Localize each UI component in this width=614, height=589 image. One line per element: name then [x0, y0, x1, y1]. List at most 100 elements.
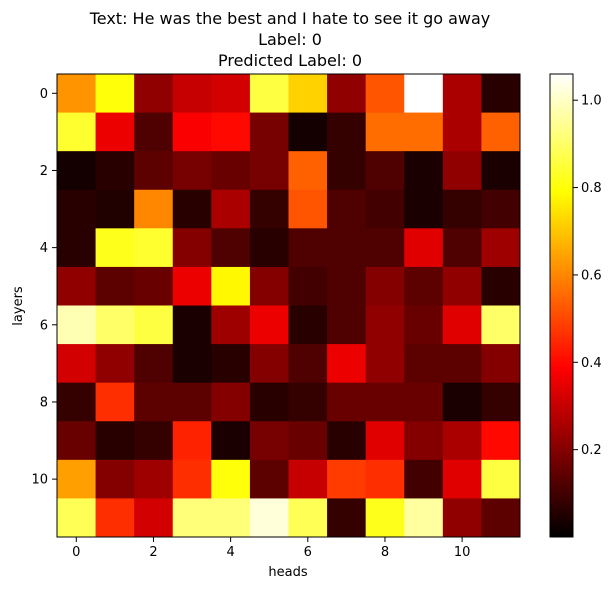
heatmap-cell-r9-c8 [365, 421, 405, 461]
y-tick-label: 8 [40, 395, 48, 410]
x-tick-label: 4 [226, 545, 234, 560]
heatmap-cell-r5-c0 [57, 266, 96, 306]
heatmap-cell-r11-c4 [211, 498, 251, 538]
heatmap-cell-r2-c4 [211, 151, 251, 191]
heatmap-cell-r9-c6 [288, 421, 328, 461]
heatmap-cell-r5-c11 [481, 266, 521, 306]
heatmap-cell-r4-c11 [481, 228, 521, 268]
heatmap-cell-r3-c1 [95, 189, 135, 229]
heatmap-cell-r4-c8 [365, 228, 405, 268]
heatmap-cell-r8-c9 [404, 382, 444, 422]
heatmap-cell-r3-c2 [134, 189, 174, 229]
heatmap-cell-r0-c3 [172, 74, 212, 113]
heatmap-cell-r3-c11 [481, 189, 521, 229]
heatmap-cell-r11-c8 [365, 498, 405, 538]
heatmap-cell-r11-c3 [172, 498, 212, 538]
heatmap-cell-r6-c8 [365, 305, 405, 345]
heatmap-cell-r10-c9 [404, 459, 444, 499]
heatmap-cell-r6-c6 [288, 305, 328, 345]
heatmap-cell-r4-c9 [404, 228, 444, 268]
heatmap-cell-r7-c1 [95, 344, 135, 384]
heatmap-cell-r6-c3 [172, 305, 212, 345]
heatmap-cell-r2-c10 [442, 151, 482, 191]
colorbar [549, 73, 574, 538]
heatmap-cell-r9-c4 [211, 421, 251, 461]
heatmap-cell-r0-c9 [404, 74, 444, 113]
heatmap-cell-r4-c5 [249, 228, 289, 268]
y-tick-label: 4 [40, 241, 48, 256]
heatmap-cell-r9-c10 [442, 421, 482, 461]
heatmap-cell-r6-c7 [327, 305, 367, 345]
heatmap-cell-r1-c6 [288, 112, 328, 152]
heatmap-cell-r7-c3 [172, 344, 212, 384]
heatmap-cell-r4-c7 [327, 228, 367, 268]
heatmap-cell-r0-c7 [327, 74, 367, 113]
heatmap-cell-r0-c4 [211, 74, 251, 113]
heatmap-cell-r10-c3 [172, 459, 212, 499]
heatmap-cell-r10-c1 [95, 459, 135, 499]
heatmap-cell-r11-c9 [404, 498, 444, 538]
heatmap-cell-r6-c5 [249, 305, 289, 345]
heatmap-cell-r0-c11 [481, 74, 521, 113]
heatmap-cell-r8-c8 [365, 382, 405, 422]
x-tick-label: 8 [381, 545, 389, 560]
colorbar-tick-label: 0.8 [581, 181, 602, 196]
heatmap-cell-r5-c6 [288, 266, 328, 306]
heatmap-cell-r2-c8 [365, 151, 405, 191]
heatmap-cell-r0-c6 [288, 74, 328, 113]
heatmap-cell-r0-c5 [249, 74, 289, 113]
y-tick-label: 0 [40, 87, 48, 102]
y-tick-label: 2 [40, 164, 48, 179]
heatmap-cell-r6-c11 [481, 305, 521, 345]
chart-title-line-3: Predicted Label: 0 [218, 51, 362, 70]
heatmap-cell-r3-c3 [172, 189, 212, 229]
heatmap-cell-r11-c11 [481, 498, 521, 538]
heatmap-cell-r10-c2 [134, 459, 174, 499]
heatmap-cell-r5-c7 [327, 266, 367, 306]
heatmap-cell-r10-c8 [365, 459, 405, 499]
heatmap-cell-r8-c7 [327, 382, 367, 422]
heatmap-cell-r6-c2 [134, 305, 174, 345]
heatmap-cell-r10-c5 [249, 459, 289, 499]
heatmap-cell-r0-c0 [57, 74, 96, 113]
heatmap-cell-r6-c0 [57, 305, 96, 345]
heatmap-cell-r1-c2 [134, 112, 174, 152]
heatmap-cell-r2-c9 [404, 151, 444, 191]
x-tick-label: 2 [149, 545, 157, 560]
chart-title-line-2: Label: 0 [258, 30, 322, 49]
heatmap-cell-r5-c5 [249, 266, 289, 306]
heatmap-cell-r4-c4 [211, 228, 251, 268]
heatmap-cell-r2-c1 [95, 151, 135, 191]
heatmap-cell-r10-c7 [327, 459, 367, 499]
colorbar-tick-label: 0.4 [581, 356, 602, 371]
heatmap-cell-r2-c5 [249, 151, 289, 191]
heatmap-cell-r3-c4 [211, 189, 251, 229]
heatmap-cell-r1-c8 [365, 112, 405, 152]
heatmap-cell-r8-c11 [481, 382, 521, 422]
heatmap-cell-r7-c6 [288, 344, 328, 384]
colorbar-tick-label: 0.6 [581, 268, 602, 283]
heatmap-cell-r7-c4 [211, 344, 251, 384]
heatmap-cell-r7-c11 [481, 344, 521, 384]
heatmap-cell-r9-c7 [327, 421, 367, 461]
heatmap-cell-r9-c0 [57, 421, 96, 461]
heatmap-frame [56, 73, 521, 538]
heatmap-cell-r9-c9 [404, 421, 444, 461]
heatmap-cell-r7-c2 [134, 344, 174, 384]
heatmap-cell-r7-c0 [57, 344, 96, 384]
y-tick-label: 6 [40, 318, 48, 333]
heatmap-cell-r11-c1 [95, 498, 135, 538]
heatmap-cell-r3-c10 [442, 189, 482, 229]
heatmap-cell-r5-c9 [404, 266, 444, 306]
heatmap-cell-r4-c0 [57, 228, 96, 268]
heatmap-cell-r1-c3 [172, 112, 212, 152]
heatmap-cell-r1-c11 [481, 112, 521, 152]
colorbar-tick-label: 1.0 [581, 94, 602, 109]
heatmap-cell-r6-c9 [404, 305, 444, 345]
heatmap-cell-r6-c10 [442, 305, 482, 345]
y-axis-label: layers [11, 286, 26, 326]
heatmap-cell-r3-c9 [404, 189, 444, 229]
heatmap-cell-r1-c10 [442, 112, 482, 152]
heatmap-cell-r11-c2 [134, 498, 174, 538]
